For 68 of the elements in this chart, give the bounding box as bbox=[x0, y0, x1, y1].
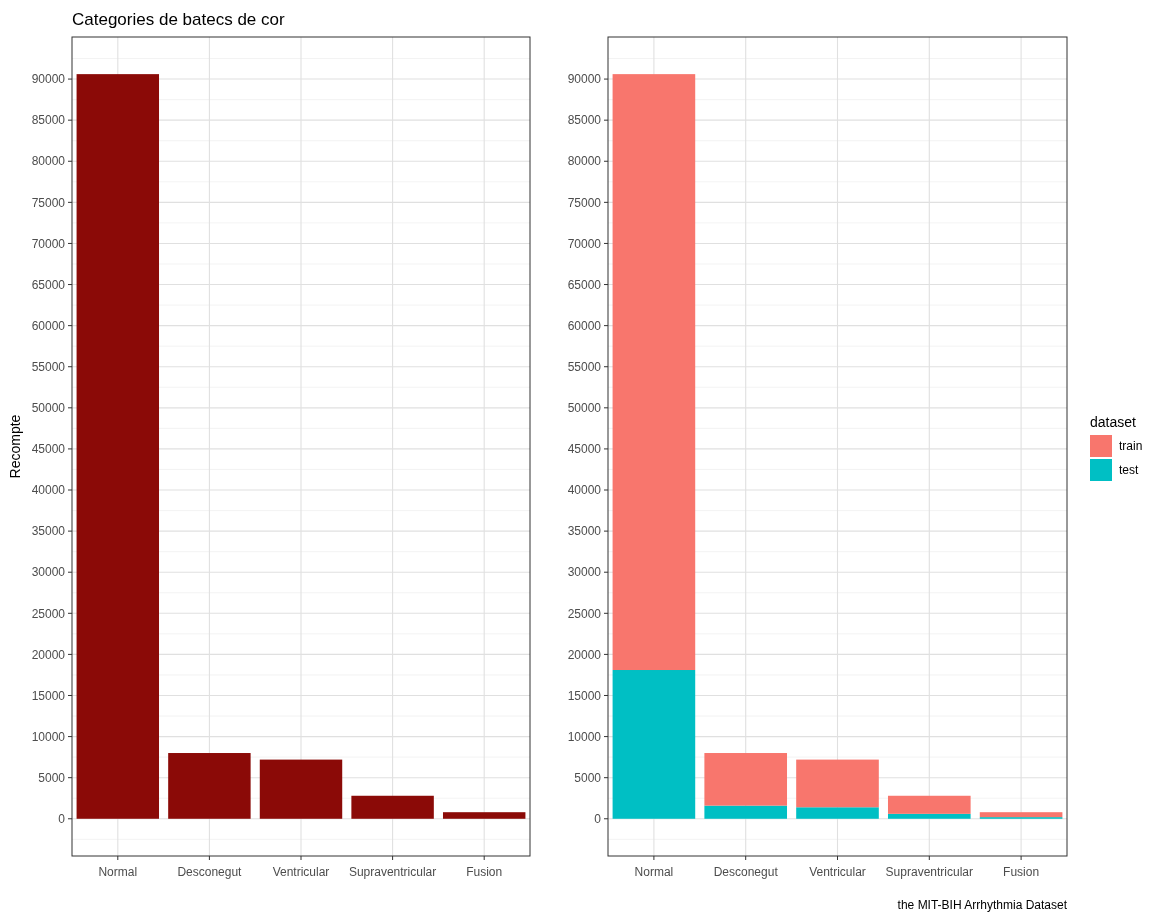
y-tick-label: 0 bbox=[594, 811, 602, 826]
y-tick-label: 30000 bbox=[31, 565, 66, 580]
y-tick-label: 90000 bbox=[567, 72, 602, 87]
bar bbox=[442, 812, 526, 819]
y-tick-label: 0 bbox=[58, 811, 66, 826]
bar bbox=[704, 753, 788, 806]
bar bbox=[168, 753, 251, 819]
y-tick-label: 60000 bbox=[31, 318, 66, 333]
x-tick-label: Supraventricular bbox=[885, 865, 973, 879]
y-tick-label: 30000 bbox=[567, 565, 602, 580]
legend-label: test bbox=[1119, 463, 1140, 478]
bar bbox=[887, 813, 971, 819]
y-tick-label: 75000 bbox=[567, 195, 602, 210]
y-tick-label: 85000 bbox=[567, 113, 602, 128]
bar bbox=[796, 807, 879, 819]
x-tick-label: Normal bbox=[634, 865, 674, 879]
x-tick-label: Normal bbox=[98, 865, 138, 879]
y-tick-label: 25000 bbox=[567, 606, 602, 621]
y-tick-label: 40000 bbox=[31, 483, 66, 498]
y-tick-label: 75000 bbox=[31, 195, 66, 210]
y-tick-label: 35000 bbox=[31, 524, 66, 539]
bar bbox=[796, 759, 879, 808]
bar bbox=[76, 74, 160, 819]
x-tick-label: Fusion bbox=[1003, 865, 1040, 879]
y-tick-label: 70000 bbox=[31, 236, 66, 251]
y-tick-label: 60000 bbox=[567, 318, 602, 333]
y-tick-label: 70000 bbox=[567, 236, 602, 251]
legend-title: dataset bbox=[1090, 414, 1137, 430]
y-tick-label: 45000 bbox=[567, 442, 602, 457]
bar bbox=[351, 795, 434, 819]
legend-label: train bbox=[1119, 439, 1143, 454]
y-tick-label: 25000 bbox=[31, 606, 66, 621]
x-tick-label: Desconegut bbox=[177, 865, 243, 879]
y-tick-label: 85000 bbox=[31, 113, 66, 128]
bar bbox=[704, 805, 788, 819]
y-tick-label: 65000 bbox=[567, 277, 602, 292]
y-tick-label: 90000 bbox=[31, 72, 66, 87]
y-tick-label: 55000 bbox=[567, 359, 602, 374]
y-tick-label: 80000 bbox=[31, 154, 66, 169]
y-tick-label: 15000 bbox=[567, 688, 602, 703]
y-tick-label: 40000 bbox=[567, 483, 602, 498]
x-tick-label: Ventricular bbox=[272, 865, 330, 879]
x-tick-label: Desconegut bbox=[713, 865, 779, 879]
y-tick-label: 20000 bbox=[567, 647, 602, 662]
x-tick-label: Ventricular bbox=[809, 865, 866, 879]
y-tick-label: 35000 bbox=[567, 524, 602, 539]
y-axis-title: Recompte bbox=[7, 414, 23, 479]
x-tick-label: Supraventricular bbox=[348, 865, 437, 879]
bar bbox=[612, 74, 696, 671]
y-tick-label: 80000 bbox=[567, 154, 602, 169]
bar bbox=[979, 812, 1063, 818]
bar bbox=[612, 670, 696, 819]
text: the MIT-BIH Arrhythmia Dataset bbox=[897, 898, 1068, 912]
x-tick-label: Fusion bbox=[466, 865, 503, 879]
y-tick-label: 5000 bbox=[574, 770, 602, 785]
y-tick-label: 20000 bbox=[31, 647, 66, 662]
y-tick-label: 50000 bbox=[567, 401, 602, 416]
y-tick-label: 15000 bbox=[31, 688, 66, 703]
y-tick-label: 10000 bbox=[567, 729, 602, 744]
bar bbox=[887, 795, 971, 814]
y-tick-label: 45000 bbox=[31, 442, 66, 457]
y-tick-label: 5000 bbox=[38, 770, 66, 785]
y-tick-label: 10000 bbox=[31, 729, 66, 744]
y-tick-label: 55000 bbox=[31, 359, 66, 374]
bar bbox=[259, 759, 343, 819]
y-tick-label: 50000 bbox=[31, 401, 66, 416]
chart-title: Categories de batecs de cor bbox=[72, 10, 285, 29]
y-tick-label: 65000 bbox=[31, 277, 66, 292]
